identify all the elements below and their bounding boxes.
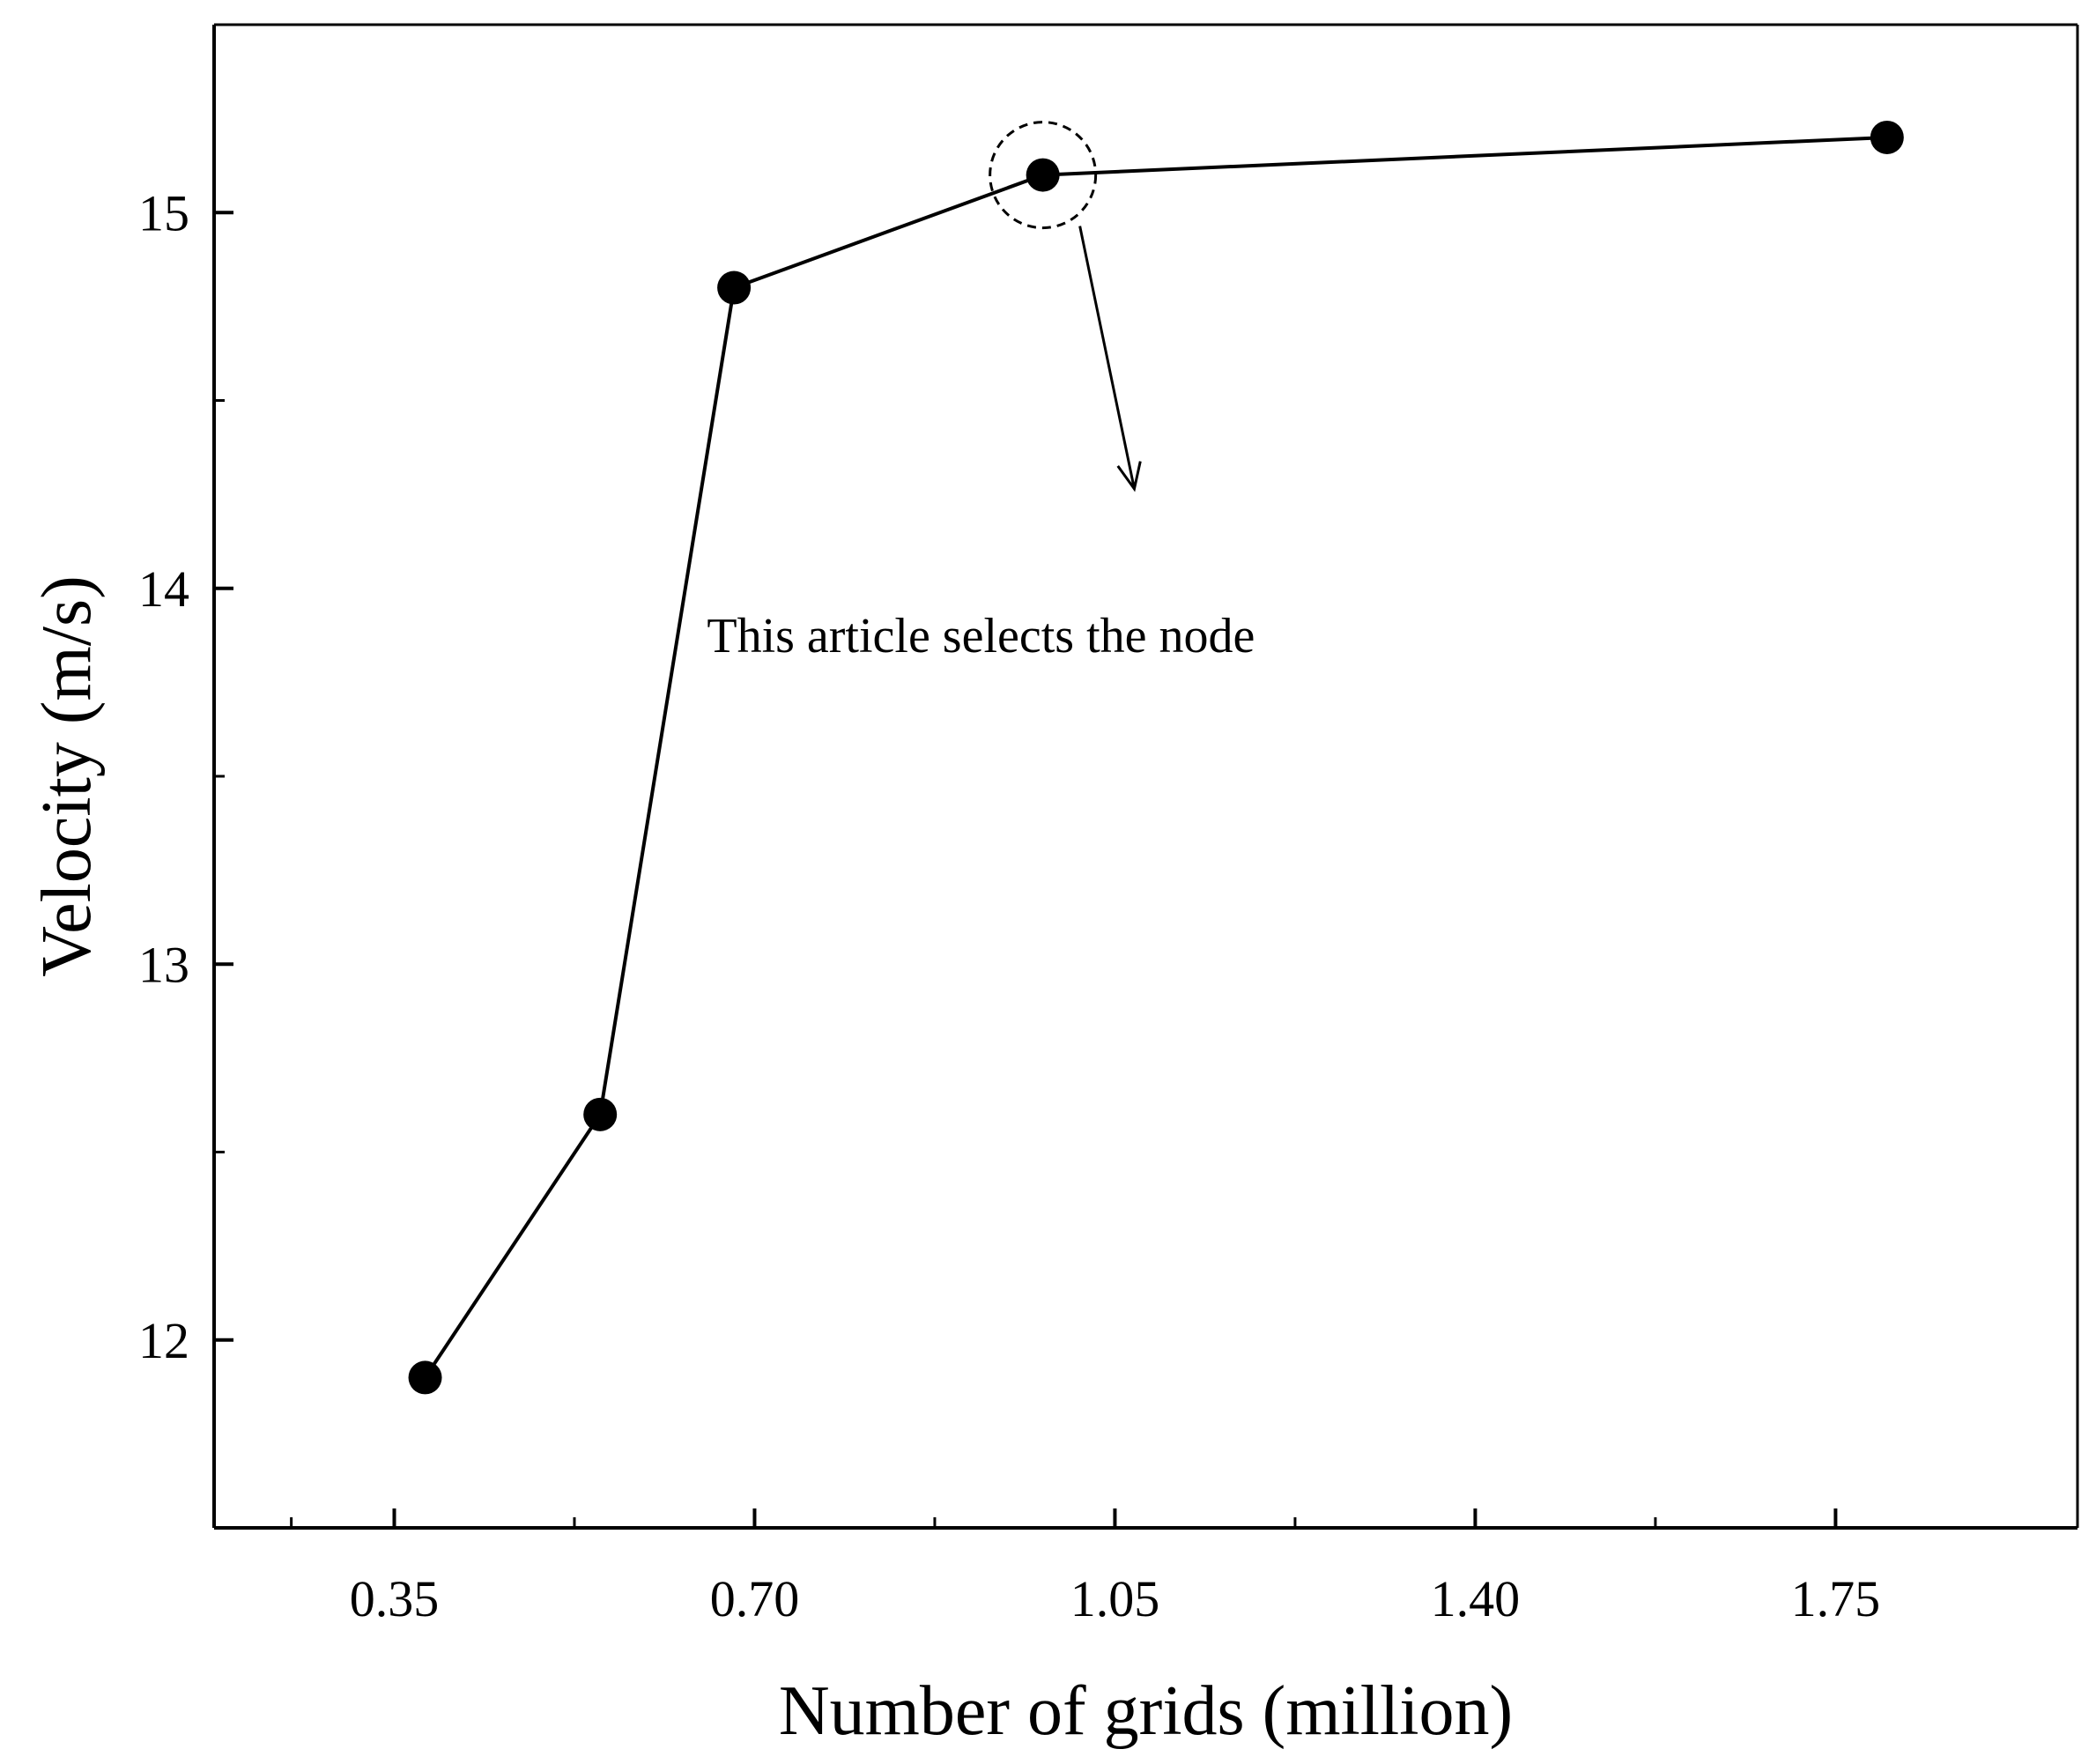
y-axis-title: Velocity (m/s) <box>28 575 106 976</box>
series-segment <box>598 287 737 1115</box>
ticks: 0.35 0.70 1.05 1.40 1.75 12 13 14 15 <box>138 184 1880 1627</box>
series-segment <box>1042 135 1887 177</box>
data-point <box>408 1360 442 1395</box>
x-tick-label: 1.40 <box>1431 1570 1521 1627</box>
data-point <box>583 1097 618 1131</box>
annotation-arrow <box>1078 226 1136 490</box>
data-point <box>1026 158 1060 192</box>
data-point <box>717 271 752 305</box>
x-tick-label: 0.35 <box>350 1570 440 1627</box>
series <box>408 120 1904 1395</box>
y-tick-label: 12 <box>138 1312 189 1369</box>
y-tick-label: 13 <box>138 936 189 993</box>
highlight-circle <box>989 121 1098 230</box>
annotation-text: This article selects the node <box>707 609 1255 663</box>
annotation: This article selects the node <box>707 121 1255 663</box>
axes <box>212 23 2079 1530</box>
annotation-arrowhead <box>1116 461 1142 493</box>
x-axis-title: Number of grids (million) <box>779 1672 1513 1750</box>
x-tick-label: 0.70 <box>710 1570 800 1627</box>
series-segment <box>733 173 1044 290</box>
x-tick-label: 1.75 <box>1791 1570 1881 1627</box>
y-tick-label: 15 <box>138 184 189 241</box>
series-segment <box>423 1113 602 1379</box>
data-point <box>1870 120 1904 154</box>
y-tick-label: 14 <box>138 560 189 618</box>
x-tick-label: 1.05 <box>1070 1570 1160 1627</box>
